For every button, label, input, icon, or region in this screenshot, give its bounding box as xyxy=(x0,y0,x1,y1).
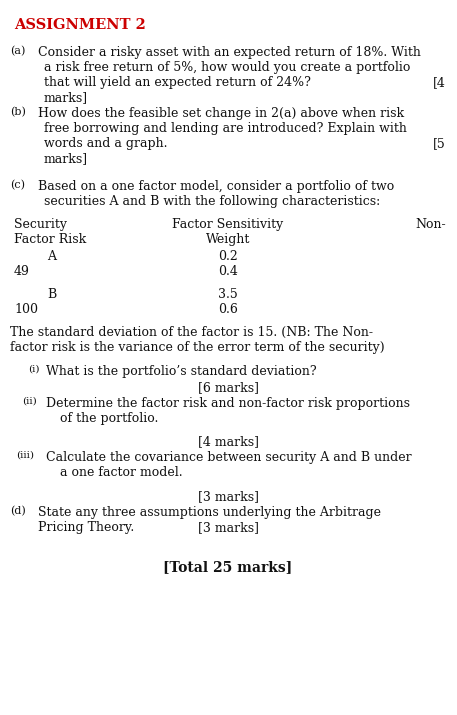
Text: [3 marks]: [3 marks] xyxy=(197,521,259,534)
Text: of the portfolio.: of the portfolio. xyxy=(60,412,159,425)
Text: [4: [4 xyxy=(433,76,446,89)
Text: Consider a risky asset with an expected return of 18%. With: Consider a risky asset with an expected … xyxy=(38,46,421,59)
Text: 0.6: 0.6 xyxy=(218,303,238,316)
Text: (ii): (ii) xyxy=(22,397,37,406)
Text: a risk free return of 5%, how would you create a portfolio: a risk free return of 5%, how would you … xyxy=(44,61,410,74)
Text: 100: 100 xyxy=(14,303,38,316)
Text: 0.4: 0.4 xyxy=(218,265,238,278)
Text: (a): (a) xyxy=(10,46,26,56)
Text: How does the feasible set change in 2(a) above when risk: How does the feasible set change in 2(a)… xyxy=(38,107,404,120)
Text: Based on a one factor model, consider a portfolio of two: Based on a one factor model, consider a … xyxy=(38,180,394,193)
Text: 0.2: 0.2 xyxy=(218,250,238,263)
Text: Security: Security xyxy=(14,218,67,231)
Text: 49: 49 xyxy=(14,265,30,278)
Text: Factor Risk: Factor Risk xyxy=(14,233,86,246)
Text: State any three assumptions underlying the Arbitrage: State any three assumptions underlying t… xyxy=(38,506,381,519)
Text: (b): (b) xyxy=(10,107,26,117)
Text: (i): (i) xyxy=(28,365,39,374)
Text: free borrowing and lending are introduced? Explain with: free borrowing and lending are introduce… xyxy=(44,122,407,135)
Text: Pricing Theory.: Pricing Theory. xyxy=(38,521,134,534)
Text: Non-: Non- xyxy=(415,218,446,231)
Text: B: B xyxy=(48,288,57,301)
Text: [Total 25 marks]: [Total 25 marks] xyxy=(163,560,292,574)
Text: A: A xyxy=(48,250,57,263)
Text: securities A and B with the following characteristics:: securities A and B with the following ch… xyxy=(44,195,380,208)
Text: [5: [5 xyxy=(433,137,446,150)
Text: words and a graph.: words and a graph. xyxy=(44,137,168,150)
Text: Weight: Weight xyxy=(206,233,250,246)
Text: Determine the factor risk and non-factor risk proportions: Determine the factor risk and non-factor… xyxy=(46,397,410,410)
Text: The standard deviation of the factor is 15. (NB: The Non-: The standard deviation of the factor is … xyxy=(10,326,373,339)
Text: Calculate the covariance between security A and B under: Calculate the covariance between securit… xyxy=(46,451,412,464)
Text: [3 marks]: [3 marks] xyxy=(197,490,259,503)
Text: that will yield an expected return of 24%?: that will yield an expected return of 24… xyxy=(44,76,311,89)
Text: a one factor model.: a one factor model. xyxy=(60,466,183,479)
Text: ASSIGNMENT 2: ASSIGNMENT 2 xyxy=(14,18,146,32)
Text: 3.5: 3.5 xyxy=(218,288,238,301)
Text: (d): (d) xyxy=(10,506,26,516)
Text: What is the portfolio’s standard deviation?: What is the portfolio’s standard deviati… xyxy=(46,365,317,378)
Text: Factor Sensitivity: Factor Sensitivity xyxy=(172,218,284,231)
Text: factor risk is the variance of the error term of the security): factor risk is the variance of the error… xyxy=(10,341,385,354)
Text: (c): (c) xyxy=(10,180,25,190)
Text: [6 marks]: [6 marks] xyxy=(197,381,259,394)
Text: marks]: marks] xyxy=(44,91,88,104)
Text: marks]: marks] xyxy=(44,152,88,165)
Text: (iii): (iii) xyxy=(16,451,34,460)
Text: [4 marks]: [4 marks] xyxy=(197,435,259,448)
